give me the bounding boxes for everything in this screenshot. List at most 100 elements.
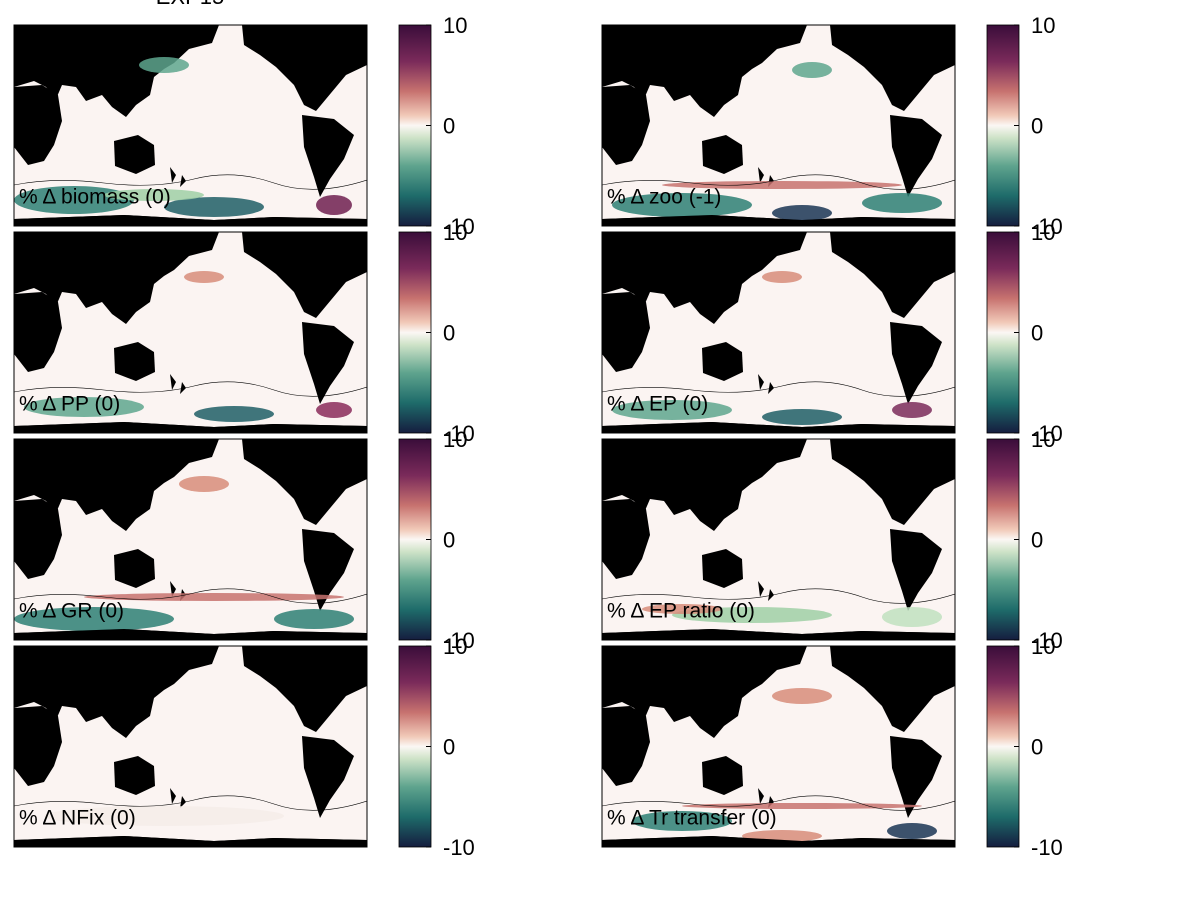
anomaly-patch <box>892 402 932 418</box>
panel-label: % Δ Tr transfer (0) <box>607 807 777 830</box>
panel-label: % Δ biomass (0) <box>19 186 171 209</box>
anomaly-patch <box>316 195 352 215</box>
map-panel: % Δ PP (0) <box>13 231 368 434</box>
anomaly-patch <box>772 205 832 221</box>
anomaly-patch <box>14 186 134 214</box>
map-frame <box>601 645 956 848</box>
colorbar-tick-label: 10 <box>1031 220 1055 245</box>
contour <box>602 588 955 604</box>
map-panel: % Δ EP ratio (0) <box>601 438 956 641</box>
colorbar-tick-label: 0 <box>443 527 455 552</box>
map-panel: % Δ NFix (0) <box>13 645 368 848</box>
map-content <box>14 646 367 847</box>
colorbar-tick-label: 0 <box>1031 527 1043 552</box>
colorbar-tick-label: 10 <box>1031 13 1055 38</box>
anomaly-patch <box>682 803 922 809</box>
anomaly-patch <box>14 607 174 631</box>
colorbar <box>398 645 432 848</box>
colorbar-tick-label: 10 <box>443 13 467 38</box>
colorbar <box>398 438 432 641</box>
land-strip <box>14 629 367 640</box>
colorbar-tick-label: -10 <box>443 628 475 653</box>
colorbar-tick-label: -10 <box>1031 628 1063 653</box>
colorbar-tick-label: 0 <box>1031 113 1043 138</box>
land-strip <box>602 836 955 847</box>
anomaly-patch <box>662 181 902 189</box>
anomaly-patch <box>104 189 204 201</box>
anomaly-patch <box>612 193 752 217</box>
colorbar <box>986 231 1020 434</box>
map-frame <box>601 24 956 227</box>
colorbar <box>986 438 1020 641</box>
anomaly-patch <box>316 402 352 418</box>
map-frame <box>601 438 956 641</box>
colorbar <box>398 231 432 434</box>
contour <box>14 588 367 604</box>
anomaly-patch <box>762 409 842 425</box>
anomaly-patch <box>792 62 832 78</box>
colorbar-tick-label: -10 <box>1031 835 1063 860</box>
anomaly-patch <box>24 397 144 417</box>
anomaly-patch <box>184 271 224 283</box>
colorbar-tick-label: -10 <box>1031 421 1063 446</box>
colorbar-tick-label: -10 <box>443 421 475 446</box>
map-panel: % Δ GR (0) <box>13 438 368 641</box>
map-frame <box>13 438 368 641</box>
anomaly-patch <box>762 271 802 283</box>
colorbar-tick-label: 10 <box>443 427 467 452</box>
anomaly-patch <box>772 688 832 704</box>
anomaly-patch <box>887 823 937 839</box>
colorbar-tick-label: 0 <box>443 320 455 345</box>
contour <box>602 174 955 190</box>
map-content <box>14 25 367 226</box>
colorbar <box>986 24 1020 227</box>
colorbar-tick-label: 10 <box>443 634 467 659</box>
map-content <box>602 25 955 226</box>
map-content <box>14 439 367 640</box>
panel-label: % Δ PP (0) <box>19 393 120 416</box>
map-panel: % Δ zoo (-1) <box>601 24 956 227</box>
anomaly-patch <box>612 400 732 420</box>
colorbar <box>398 24 432 227</box>
colorbar-tick-label: 10 <box>1031 634 1055 659</box>
map-content <box>602 439 955 640</box>
anomaly-patch <box>862 193 942 213</box>
contour <box>602 381 955 397</box>
anomaly-patch <box>642 604 722 614</box>
map-frame <box>13 24 368 227</box>
map-panel: % Δ biomass (0) <box>13 24 368 227</box>
colorbar-tick-label: 0 <box>1031 734 1043 759</box>
contour <box>14 795 367 811</box>
land-strip <box>602 215 955 226</box>
colorbar-tick-label: -10 <box>443 835 475 860</box>
anomaly-patch <box>882 607 942 627</box>
colorbar-tick-label: 0 <box>1031 320 1043 345</box>
colorbar-tick-label: 10 <box>1031 427 1055 452</box>
land-strip <box>602 629 955 640</box>
anomaly-patch <box>44 806 284 826</box>
panel-label: % Δ GR (0) <box>19 600 124 623</box>
anomaly-patch <box>274 609 354 629</box>
anomaly-patch <box>632 811 732 831</box>
colorbar-tick-label: 0 <box>443 734 455 759</box>
map-panel: % Δ EP (0) <box>601 231 956 434</box>
anomaly-patch <box>179 476 229 492</box>
map-frame <box>601 231 956 434</box>
map-frame <box>13 645 368 848</box>
anomaly-patch <box>164 197 264 217</box>
panel-label: % Δ zoo (-1) <box>607 186 721 209</box>
anomaly-patch <box>194 406 274 422</box>
colorbar-tick-label: -10 <box>443 214 475 239</box>
map-frame <box>13 231 368 434</box>
land-strip <box>14 422 367 433</box>
contour <box>14 381 367 397</box>
panel-label: % Δ NFix (0) <box>19 807 136 830</box>
land-strip <box>14 215 367 226</box>
contour <box>14 174 367 190</box>
contour <box>602 795 955 811</box>
colorbar-tick-label: -10 <box>1031 214 1063 239</box>
colorbar-tick-label: 10 <box>443 220 467 245</box>
map-panel: % Δ Tr transfer (0) <box>601 645 956 848</box>
